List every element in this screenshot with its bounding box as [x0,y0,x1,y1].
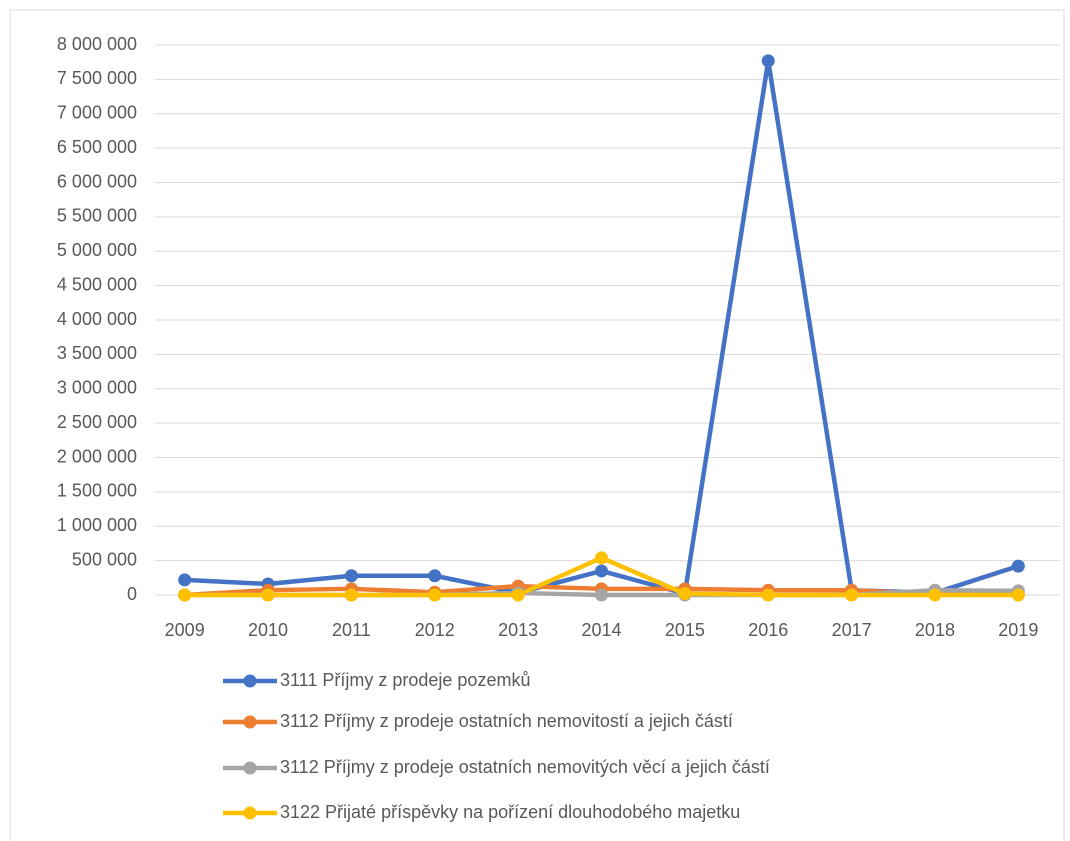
point [845,588,859,602]
y-tick-label: 6 500 000 [57,137,137,157]
y-tick-label: 1 000 000 [57,515,137,535]
y-tick-label: 7 500 000 [57,68,137,88]
point [344,569,358,583]
point [595,588,608,602]
y-tick-label: 2 500 000 [57,412,137,432]
point [261,588,275,602]
point [344,588,358,602]
point [1011,559,1025,573]
point [678,587,692,601]
x-tick-label: 2017 [832,620,872,640]
point [178,588,192,602]
legend-label: 3122 Přijaté příspěvky na pořízení dlouh… [280,802,740,822]
point [595,564,608,578]
y-tick-label: 2 000 000 [57,446,137,466]
y-tick-label: 3 000 000 [57,378,137,398]
legend-marker [243,715,257,729]
y-tick-label: 500 000 [72,549,137,569]
y-tick-label: 4 500 000 [57,274,137,294]
point [761,54,775,68]
x-tick-label: 2010 [248,620,288,640]
x-tick-label: 2015 [665,620,705,640]
x-tick-label: 2019 [998,620,1038,640]
chart-border [9,9,1065,841]
legend-marker [243,761,257,775]
y-tick-label: 0 [127,584,137,604]
x-tick-label: 2011 [332,620,371,640]
y-tick-label: 5 500 000 [57,206,137,226]
x-tick-label: 2012 [415,620,455,640]
x-tick-label: 2018 [915,620,955,640]
point [428,569,442,583]
point [428,588,442,602]
x-tick-label: 2016 [748,620,788,640]
x-tick-label: 2013 [498,620,538,640]
y-tick-label: 3 500 000 [57,343,137,363]
x-tick-label: 2009 [165,620,205,640]
legend-marker [243,806,257,820]
legend-marker [243,674,257,688]
point [1011,588,1025,602]
y-tick-label: 5 000 000 [57,240,137,260]
x-tick-label: 2014 [581,620,621,640]
point [178,573,192,587]
y-tick-label: 6 000 000 [57,171,137,191]
legend-label: 3112 Příjmy z prodeje ostatních nemovito… [280,711,733,731]
y-tick-label: 8 000 000 [57,34,137,54]
legend-label: 3112 Příjmy z prodeje ostatních nemovitý… [280,757,770,777]
point [595,551,608,565]
legend-label: 3111 Příjmy z prodeje pozemků [280,670,530,690]
point [511,588,525,602]
series-line [184,58,1020,596]
point [761,588,775,602]
y-tick-label: 1 500 000 [57,481,137,501]
y-tick-label: 4 000 000 [57,309,137,329]
y-tick-label: 7 000 000 [57,103,137,123]
point [928,588,942,602]
